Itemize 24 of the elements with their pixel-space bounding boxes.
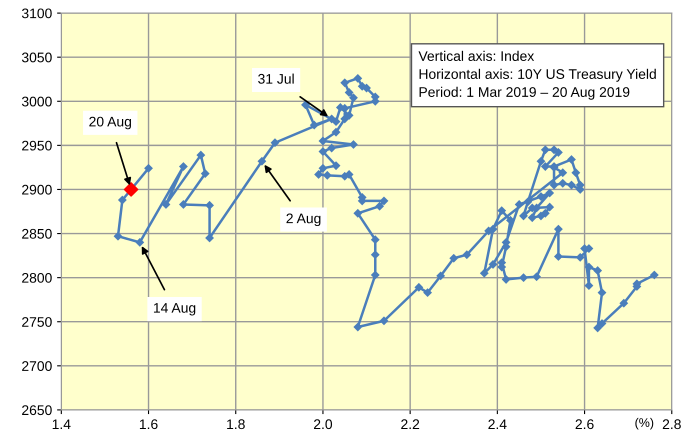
y-tick-label: 2800: [22, 272, 52, 283]
annotation: 31 Jul: [258, 74, 294, 84]
y-tick-label: 3000: [22, 96, 52, 106]
x-tick-label: 2.8: [662, 419, 681, 430]
x-axis-title: (%): [635, 418, 654, 430]
y-tick-label: 2900: [22, 184, 52, 195]
y-tick-label: 2850: [22, 228, 52, 239]
x-tick-label: 2.4: [488, 419, 507, 429]
x-tick-label: 1.8: [227, 419, 245, 430]
y-tick-label: 3100: [22, 8, 52, 18]
x-tick-label: 2.2: [401, 419, 420, 429]
y-tick-label: 2750: [22, 317, 52, 327]
x-tick-label: 2.6: [576, 419, 594, 430]
annotation: Vertical axis: Index Horizontal axis: 10Y US Treasury Yield Period: 1 Mar 2019 – 20 Aug 2019: [418, 50, 656, 100]
annotation: 2 Aug: [286, 213, 320, 226]
x-tick-label: 2.0: [314, 419, 332, 430]
y-tick-label: 3050: [22, 52, 52, 62]
annotation: 20 Aug: [89, 116, 131, 130]
annotation: 14 Aug: [154, 303, 196, 316]
y-tick-label: 2950: [22, 140, 52, 151]
y-tick-label: 2650: [22, 405, 52, 416]
x-tick-label: 1.4: [52, 419, 71, 429]
x-tick-label: 1.6: [140, 419, 158, 430]
y-tick-label: 2700: [22, 361, 52, 371]
